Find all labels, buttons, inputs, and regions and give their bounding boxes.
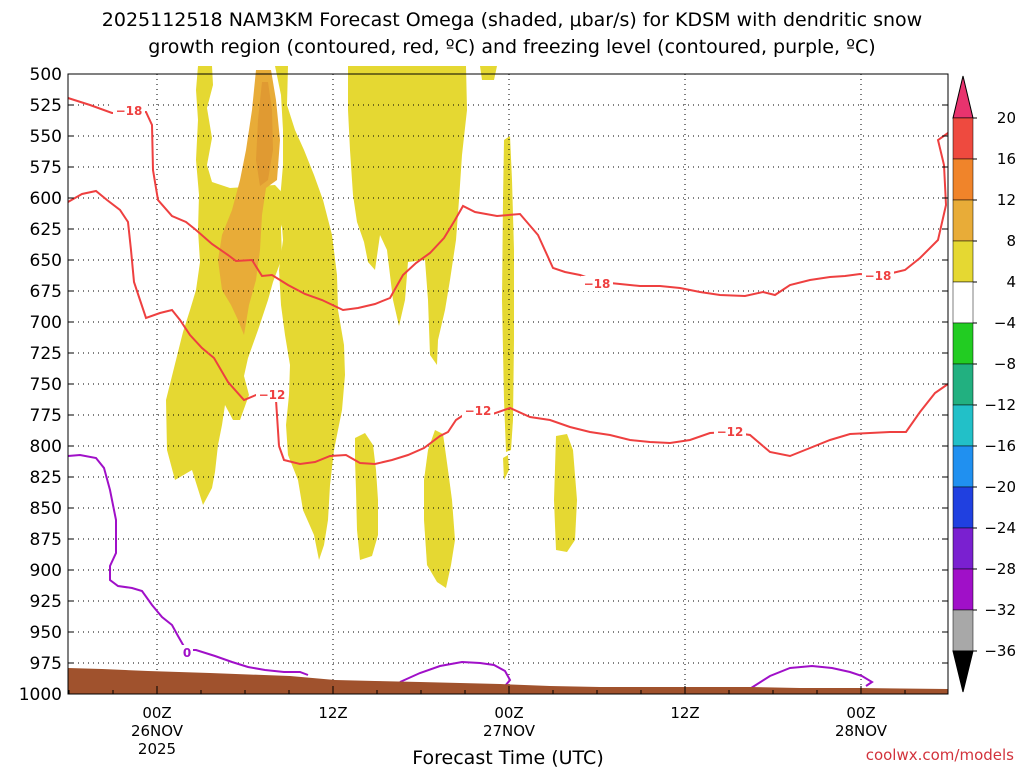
clabel-minus18-3: −18	[865, 269, 892, 283]
x-tick-label: 00Z	[142, 704, 171, 722]
x-axis-label: Forecast Time (UTC)	[412, 747, 603, 768]
clabel-minus12-1: −12	[259, 388, 286, 402]
omega-region-9	[480, 66, 497, 80]
omega-region-5	[424, 430, 455, 588]
y-tick-label: 800	[30, 437, 62, 457]
x-tick-label: 2025	[138, 740, 176, 758]
contour-freezing-0	[67, 453, 309, 676]
clabel-minus12-2: −12	[465, 404, 492, 418]
colorbar-segment	[952, 445, 974, 488]
colorbar-segment	[952, 527, 974, 570]
colorbar-label: 20	[997, 109, 1016, 127]
colorbar-label: −28	[984, 560, 1016, 578]
y-tick-label: 975	[30, 654, 62, 674]
y-axis: 500 525 550 575 600 625 650 675 700 725 750 775 800 8…	[19, 65, 948, 705]
clabel-bg-3	[862, 268, 894, 283]
omega-region-3	[348, 66, 467, 365]
colorbar-bottom-arrow	[952, 650, 974, 693]
y-tick-label: 850	[30, 499, 62, 519]
colorbar-label: −8	[994, 355, 1016, 373]
x-tick-label: 00Z	[494, 704, 523, 722]
contour-freezing-0-c	[747, 664, 874, 691]
clabel-freezing-0: 0	[183, 646, 191, 660]
y-tick-label: 700	[30, 313, 62, 333]
y-tick-label: 675	[30, 282, 62, 302]
colorbar-segment	[952, 568, 974, 611]
plot-area: −18 −18 −18 −12 −12 −12 0	[67, 66, 949, 695]
contour-minus18	[67, 97, 949, 312]
x-tick-label: 00Z	[846, 704, 875, 722]
chart-title-line1: 2025112518 NAM3KM Forecast Omega (shaded…	[102, 9, 922, 31]
y-tick-label: 650	[30, 251, 62, 271]
colorbar-top-arrow	[952, 75, 974, 119]
colorbar-label: −16	[984, 437, 1016, 455]
x-tick-label: 12Z	[318, 704, 347, 722]
clabel-bg-7	[181, 645, 193, 659]
y-tick-label: 1000	[19, 685, 62, 705]
credit-text: coolwx.com/models	[866, 746, 1014, 764]
y-tick-label: 750	[30, 375, 62, 395]
x-tick-label: 27NOV	[483, 722, 536, 740]
y-tick-label: 900	[30, 561, 62, 581]
chart-title-line2: growth region (contoured, red, ºC) and f…	[148, 36, 875, 58]
colorbar: 20 16 12 8 4 −4 −8 −12 −16 −20 −24 −28 −32 −36	[952, 75, 1016, 693]
y-tick-label: 925	[30, 592, 62, 612]
y-tick-label: 575	[30, 158, 62, 178]
clabel-minus12-3: −12	[717, 425, 744, 439]
omega-region-darkorange-12-16	[256, 82, 273, 186]
x-tick-label: 28NOV	[835, 722, 888, 740]
x-tick-label: 12Z	[670, 704, 699, 722]
y-tick-label: 825	[30, 468, 62, 488]
y-tick-label: 875	[30, 530, 62, 550]
colorbar-label: −12	[984, 396, 1016, 414]
colorbar-segment	[952, 486, 974, 529]
colorbar-segment	[952, 322, 974, 365]
x-tick-label: 26NOV	[131, 722, 184, 740]
colorbar-segment	[952, 609, 974, 652]
grid-lines	[68, 74, 948, 694]
terrain-ground	[68, 668, 948, 694]
colorbar-segment	[952, 158, 974, 201]
y-tick-label: 625	[30, 220, 62, 240]
colorbar-segment	[952, 404, 974, 447]
colorbar-segment	[952, 363, 974, 406]
colorbar-label: 16	[997, 150, 1016, 168]
clabel-bg-1	[113, 103, 145, 118]
colorbar-label: 8	[1006, 232, 1016, 250]
y-tick-label: 500	[30, 65, 62, 85]
y-tick-label: 725	[30, 344, 62, 364]
y-tick-label: 600	[30, 189, 62, 209]
colorbar-label: −20	[984, 478, 1016, 496]
colorbar-segment	[952, 117, 974, 160]
y-tick-label: 550	[30, 127, 62, 147]
omega-region-8	[554, 434, 577, 552]
clabel-bg-6	[714, 424, 746, 439]
colorbar-label: −24	[984, 519, 1016, 537]
colorbar-label: −32	[984, 601, 1016, 619]
colorbar-label: 12	[997, 191, 1016, 209]
omega-region-2	[275, 66, 345, 560]
colorbar-segment	[952, 240, 974, 283]
omega-region-7	[503, 455, 509, 480]
clabel-minus18-1: −18	[116, 104, 143, 118]
clabel-bg-5	[462, 403, 494, 418]
clabel-bg-2	[581, 276, 613, 291]
colorbar-label: −4	[994, 314, 1016, 332]
colorbar-label: 4	[1006, 273, 1016, 291]
clabel-bg-4	[256, 387, 288, 402]
contour-labels: −18 −18 −18 −12 −12 −12 0	[113, 103, 894, 660]
y-tick-label: 775	[30, 406, 62, 426]
contour-lines	[67, 97, 949, 691]
contour-freezing-0-b	[399, 660, 512, 687]
colorbar-segment	[952, 281, 974, 324]
clabel-minus18-2: −18	[584, 277, 611, 291]
colorbar-segment	[952, 199, 974, 242]
colorbar-label: −36	[984, 642, 1016, 660]
y-tick-label: 525	[30, 96, 62, 116]
contour-minus12	[67, 189, 949, 466]
y-tick-label: 950	[30, 623, 62, 643]
